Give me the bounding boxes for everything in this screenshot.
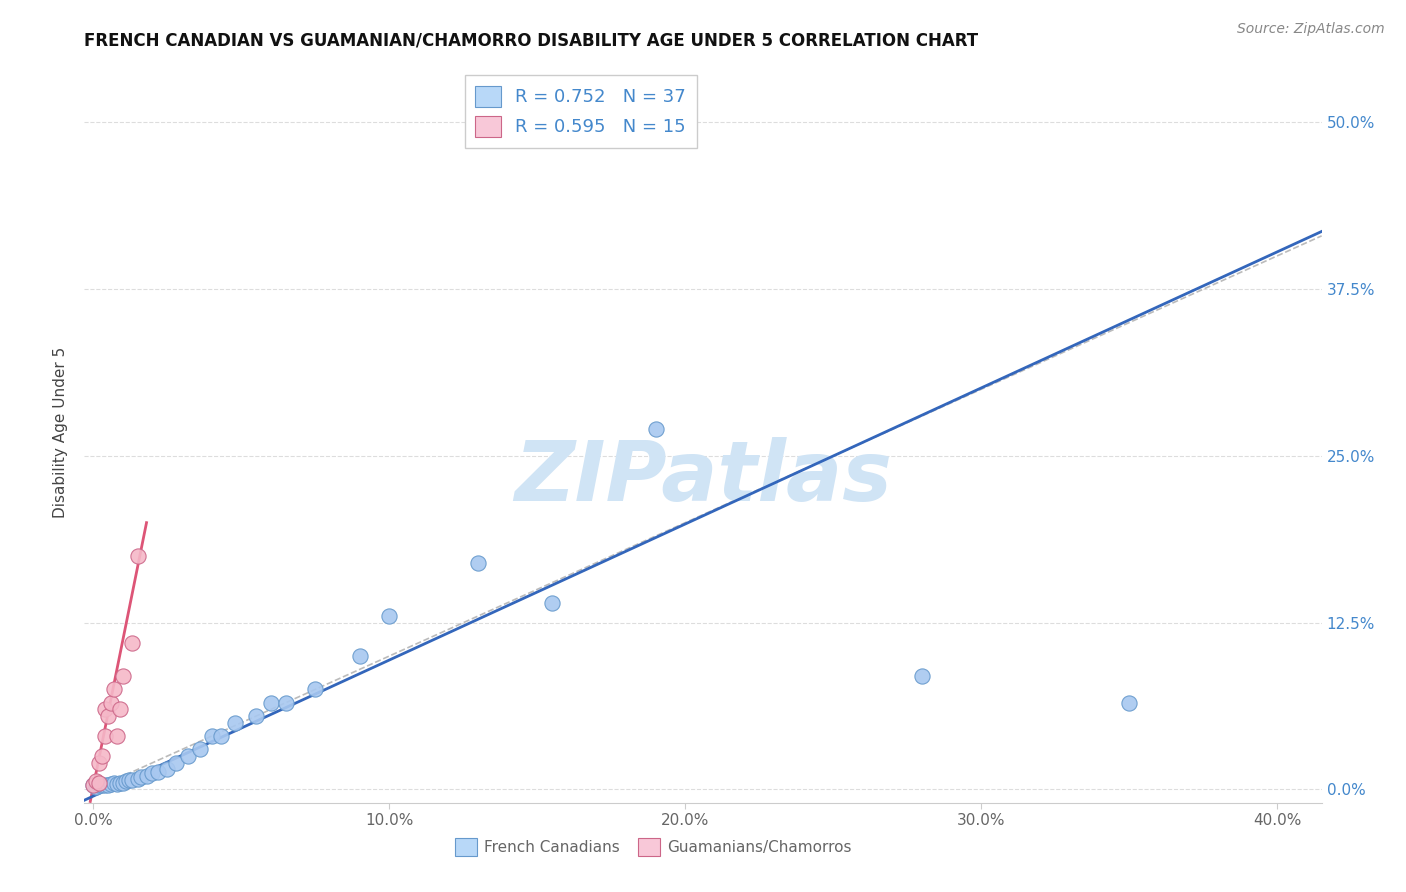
Point xyxy=(141,766,163,780)
Point xyxy=(121,636,143,650)
Point xyxy=(209,729,232,743)
Point xyxy=(135,769,157,783)
Point xyxy=(148,765,170,780)
Point xyxy=(260,696,283,710)
Point xyxy=(100,696,122,710)
Point xyxy=(467,556,489,570)
Point xyxy=(1118,696,1140,710)
Text: FRENCH CANADIAN VS GUAMANIAN/CHAMORRO DISABILITY AGE UNDER 5 CORRELATION CHART: FRENCH CANADIAN VS GUAMANIAN/CHAMORRO DI… xyxy=(84,32,979,50)
Point xyxy=(156,763,179,777)
Point xyxy=(188,742,211,756)
Point xyxy=(378,609,401,624)
Point xyxy=(224,715,246,730)
Point xyxy=(94,729,117,743)
Point xyxy=(89,776,111,790)
Point xyxy=(91,779,114,793)
Point xyxy=(97,709,120,723)
Point xyxy=(541,596,564,610)
Point xyxy=(94,702,117,716)
Point xyxy=(165,756,187,770)
Point xyxy=(121,773,143,788)
Point xyxy=(108,776,131,790)
Point xyxy=(94,779,117,793)
Point xyxy=(97,779,120,793)
Point xyxy=(89,779,111,793)
Point xyxy=(84,774,107,789)
Text: ZIPatlas: ZIPatlas xyxy=(515,436,891,517)
Point xyxy=(103,682,125,697)
Point xyxy=(114,774,136,789)
Point xyxy=(911,669,934,683)
Point xyxy=(129,771,152,785)
Point xyxy=(84,780,107,794)
Point xyxy=(82,779,104,793)
Text: Source: ZipAtlas.com: Source: ZipAtlas.com xyxy=(1237,22,1385,37)
Point xyxy=(349,648,371,663)
Y-axis label: Disability Age Under 5: Disability Age Under 5 xyxy=(53,347,69,518)
Point xyxy=(89,756,111,770)
Point xyxy=(304,682,326,697)
Point xyxy=(274,696,297,710)
Point xyxy=(91,749,114,764)
Point xyxy=(245,709,267,723)
Point xyxy=(127,549,149,563)
Point xyxy=(100,777,122,791)
Point xyxy=(105,729,128,743)
Point xyxy=(108,702,131,716)
Point xyxy=(105,777,128,791)
Point xyxy=(127,772,149,786)
Point xyxy=(111,776,134,790)
Point xyxy=(177,749,200,764)
Point xyxy=(103,776,125,790)
Legend: French Canadians, Guamanians/Chamorros: French Canadians, Guamanians/Chamorros xyxy=(449,832,858,862)
Point xyxy=(201,729,224,743)
Point xyxy=(111,669,134,683)
Point xyxy=(82,779,104,793)
Point xyxy=(118,773,141,788)
Point xyxy=(644,422,666,436)
